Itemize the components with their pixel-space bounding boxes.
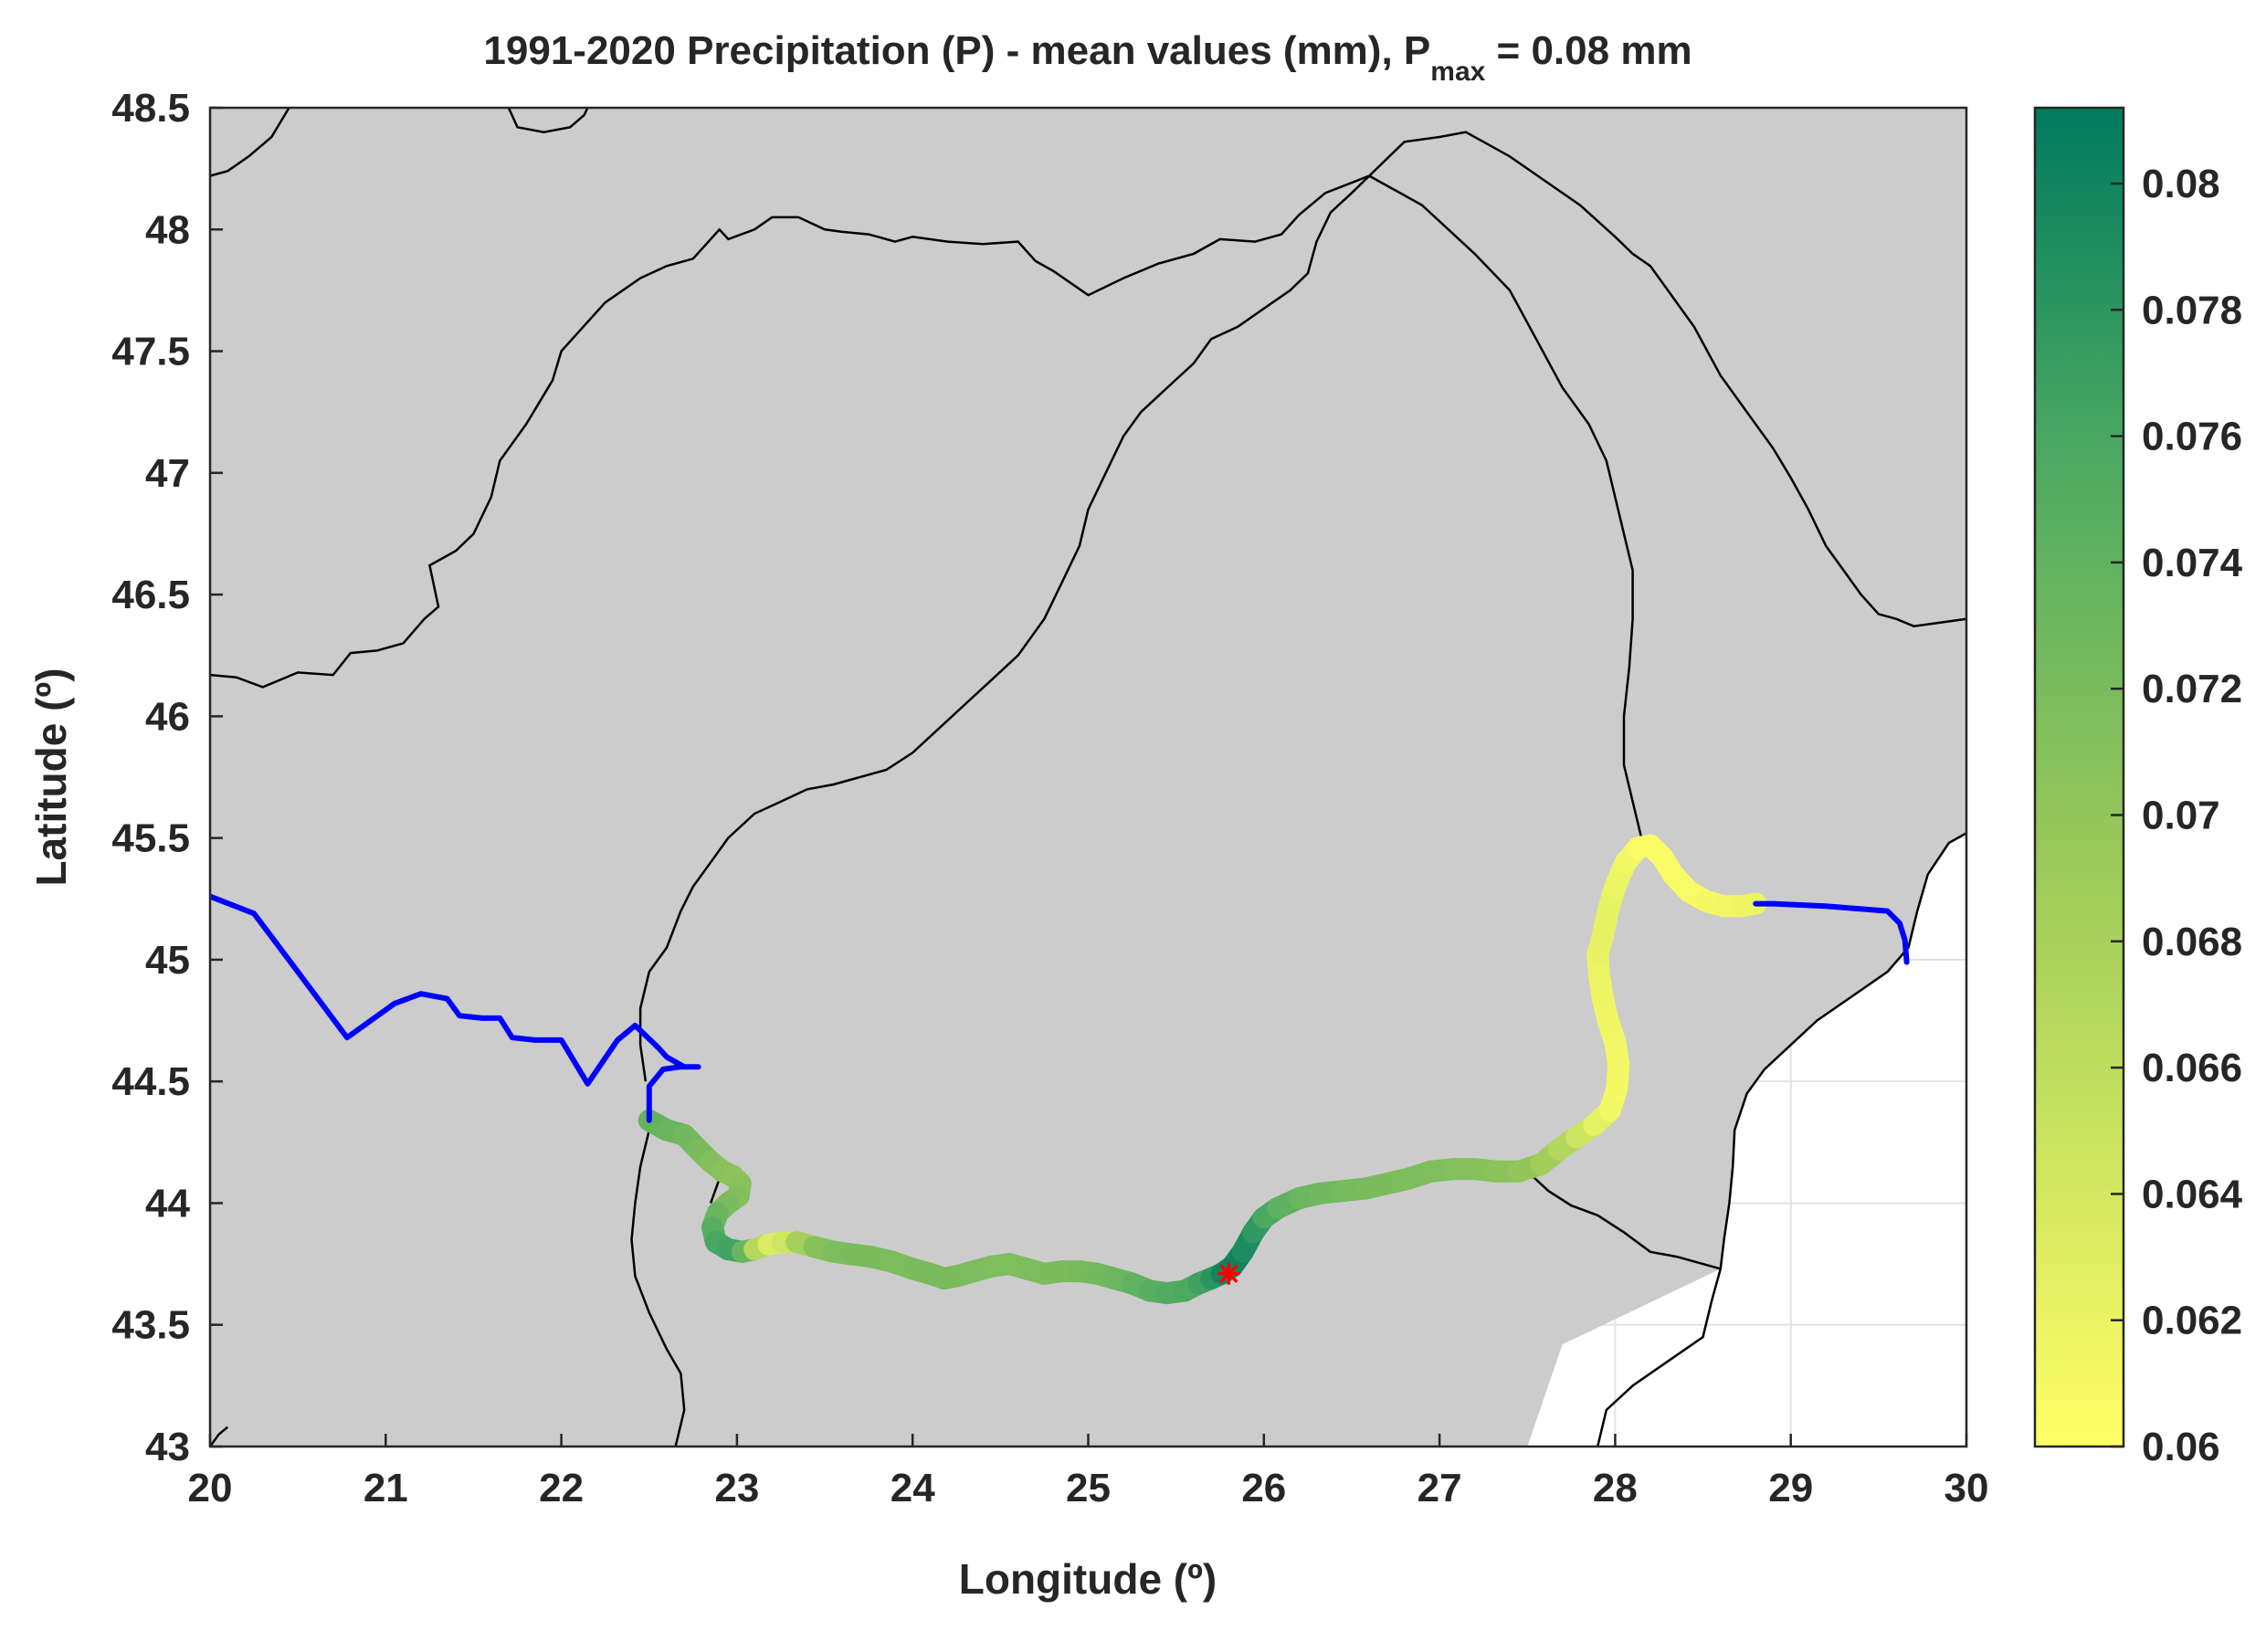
y-tick-label-2: 44	[145, 1181, 190, 1226]
x-tick-label-6: 26	[1241, 1466, 1286, 1510]
colorbar-tick-label-6: 0.072	[2142, 667, 2242, 711]
colorbar-tick-label-5: 0.07	[2142, 793, 2220, 837]
max-precipitation-marker	[1217, 1262, 1240, 1285]
x-tick-label-10: 30	[1945, 1466, 1989, 1510]
border-line-2	[210, 131, 1966, 689]
y-tick-label-11: 48.5	[111, 86, 190, 131]
colorbar-gradient	[2033, 106, 2125, 1448]
y-tick-label-8: 47	[145, 451, 190, 496]
y-tick-label-10: 48	[145, 207, 190, 252]
border-line-6	[709, 1178, 721, 1204]
y-tick-label-6: 46	[145, 694, 190, 739]
y-tick-label-1: 43.5	[111, 1303, 190, 1348]
y-tick-label-4: 45	[145, 938, 190, 983]
river-uncolored-2	[1753, 900, 1910, 965]
border-line-0	[210, 108, 290, 177]
max-marker-group	[1217, 1262, 1240, 1285]
x-axis-label: Longitude (º)	[959, 1555, 1217, 1603]
x-axis-ticks: 20 21 22 23 24 25 26 27 28 29 30	[188, 1434, 1989, 1510]
plot-area: 20 21 22 23 24 25 26 27 28 29 30 43 43.5 44 44.5 45 45.…	[111, 86, 1988, 1510]
land-area	[210, 108, 1966, 1447]
border-line-9	[210, 1426, 229, 1447]
x-tick-label-4: 24	[891, 1466, 935, 1510]
coastline	[1719, 832, 1966, 1269]
border-line-7	[1526, 1170, 1722, 1270]
colorbar-tick-label-7: 0.074	[2142, 541, 2243, 585]
y-axis-label: Latitude (º)	[27, 668, 75, 886]
x-tick-label-0: 20	[188, 1466, 233, 1510]
x-tick-label-9: 29	[1768, 1466, 1813, 1510]
border-line-3	[638, 174, 1371, 1082]
river-lines	[210, 834, 1910, 1305]
y-tick-label-9: 47.5	[111, 330, 190, 374]
chart-title-suffix: = 0.08 mm	[1485, 28, 1692, 73]
x-tick-label-1: 21	[364, 1466, 408, 1510]
chart-title-subscript: max	[1430, 57, 1485, 87]
colorbar-tick-label-0: 0.06	[2142, 1425, 2220, 1469]
x-tick-label-8: 28	[1593, 1466, 1638, 1510]
colorbar-tick-label-9: 0.078	[2142, 288, 2242, 332]
chart-title-main: 1991-2020 Precipitation (P) - mean value…	[483, 28, 1430, 73]
y-axis-ticks: 43 43.5 44 44.5 45 45.5 46 46.5 47 47.5 48 48.5	[111, 86, 223, 1469]
border-line-5	[630, 1130, 686, 1447]
y-tick-label-0: 43	[145, 1425, 190, 1469]
y-tick-label-7: 46.5	[111, 573, 190, 617]
colorbar-tick-label-10: 0.08	[2142, 162, 2220, 206]
colorbar: 0.06 0.062 0.064 0.066 0.068 0.07 0.072 0.074 0.…	[2033, 106, 2243, 1469]
colorbar-tick-label-8: 0.076	[2142, 415, 2242, 459]
country-borders	[210, 108, 1966, 1447]
colorbar-tick-label-3: 0.066	[2142, 1046, 2242, 1090]
river-uncolored-1	[210, 893, 701, 1123]
border-line-1	[507, 108, 589, 133]
border-line-8	[1596, 1268, 1723, 1447]
colorbar-ticks: 0.06 0.062 0.064 0.066 0.068 0.07 0.072 0.074 0.…	[2111, 162, 2243, 1469]
x-tick-label-5: 25	[1066, 1466, 1111, 1510]
x-tick-label-2: 22	[539, 1466, 584, 1510]
x-tick-label-7: 27	[1418, 1466, 1462, 1510]
colorbar-tick-label-1: 0.062	[2142, 1299, 2242, 1343]
border-line-4	[1368, 174, 1651, 851]
colorbar-tick-label-4: 0.068	[2142, 920, 2242, 964]
y-tick-label-5: 45.5	[111, 816, 190, 861]
chart-title: 1991-2020 Precipitation (P) - mean value…	[483, 28, 1692, 87]
y-tick-label-3: 44.5	[111, 1059, 190, 1104]
colorbar-tick-label-2: 0.064	[2142, 1172, 2243, 1216]
x-tick-label-3: 23	[714, 1466, 759, 1510]
